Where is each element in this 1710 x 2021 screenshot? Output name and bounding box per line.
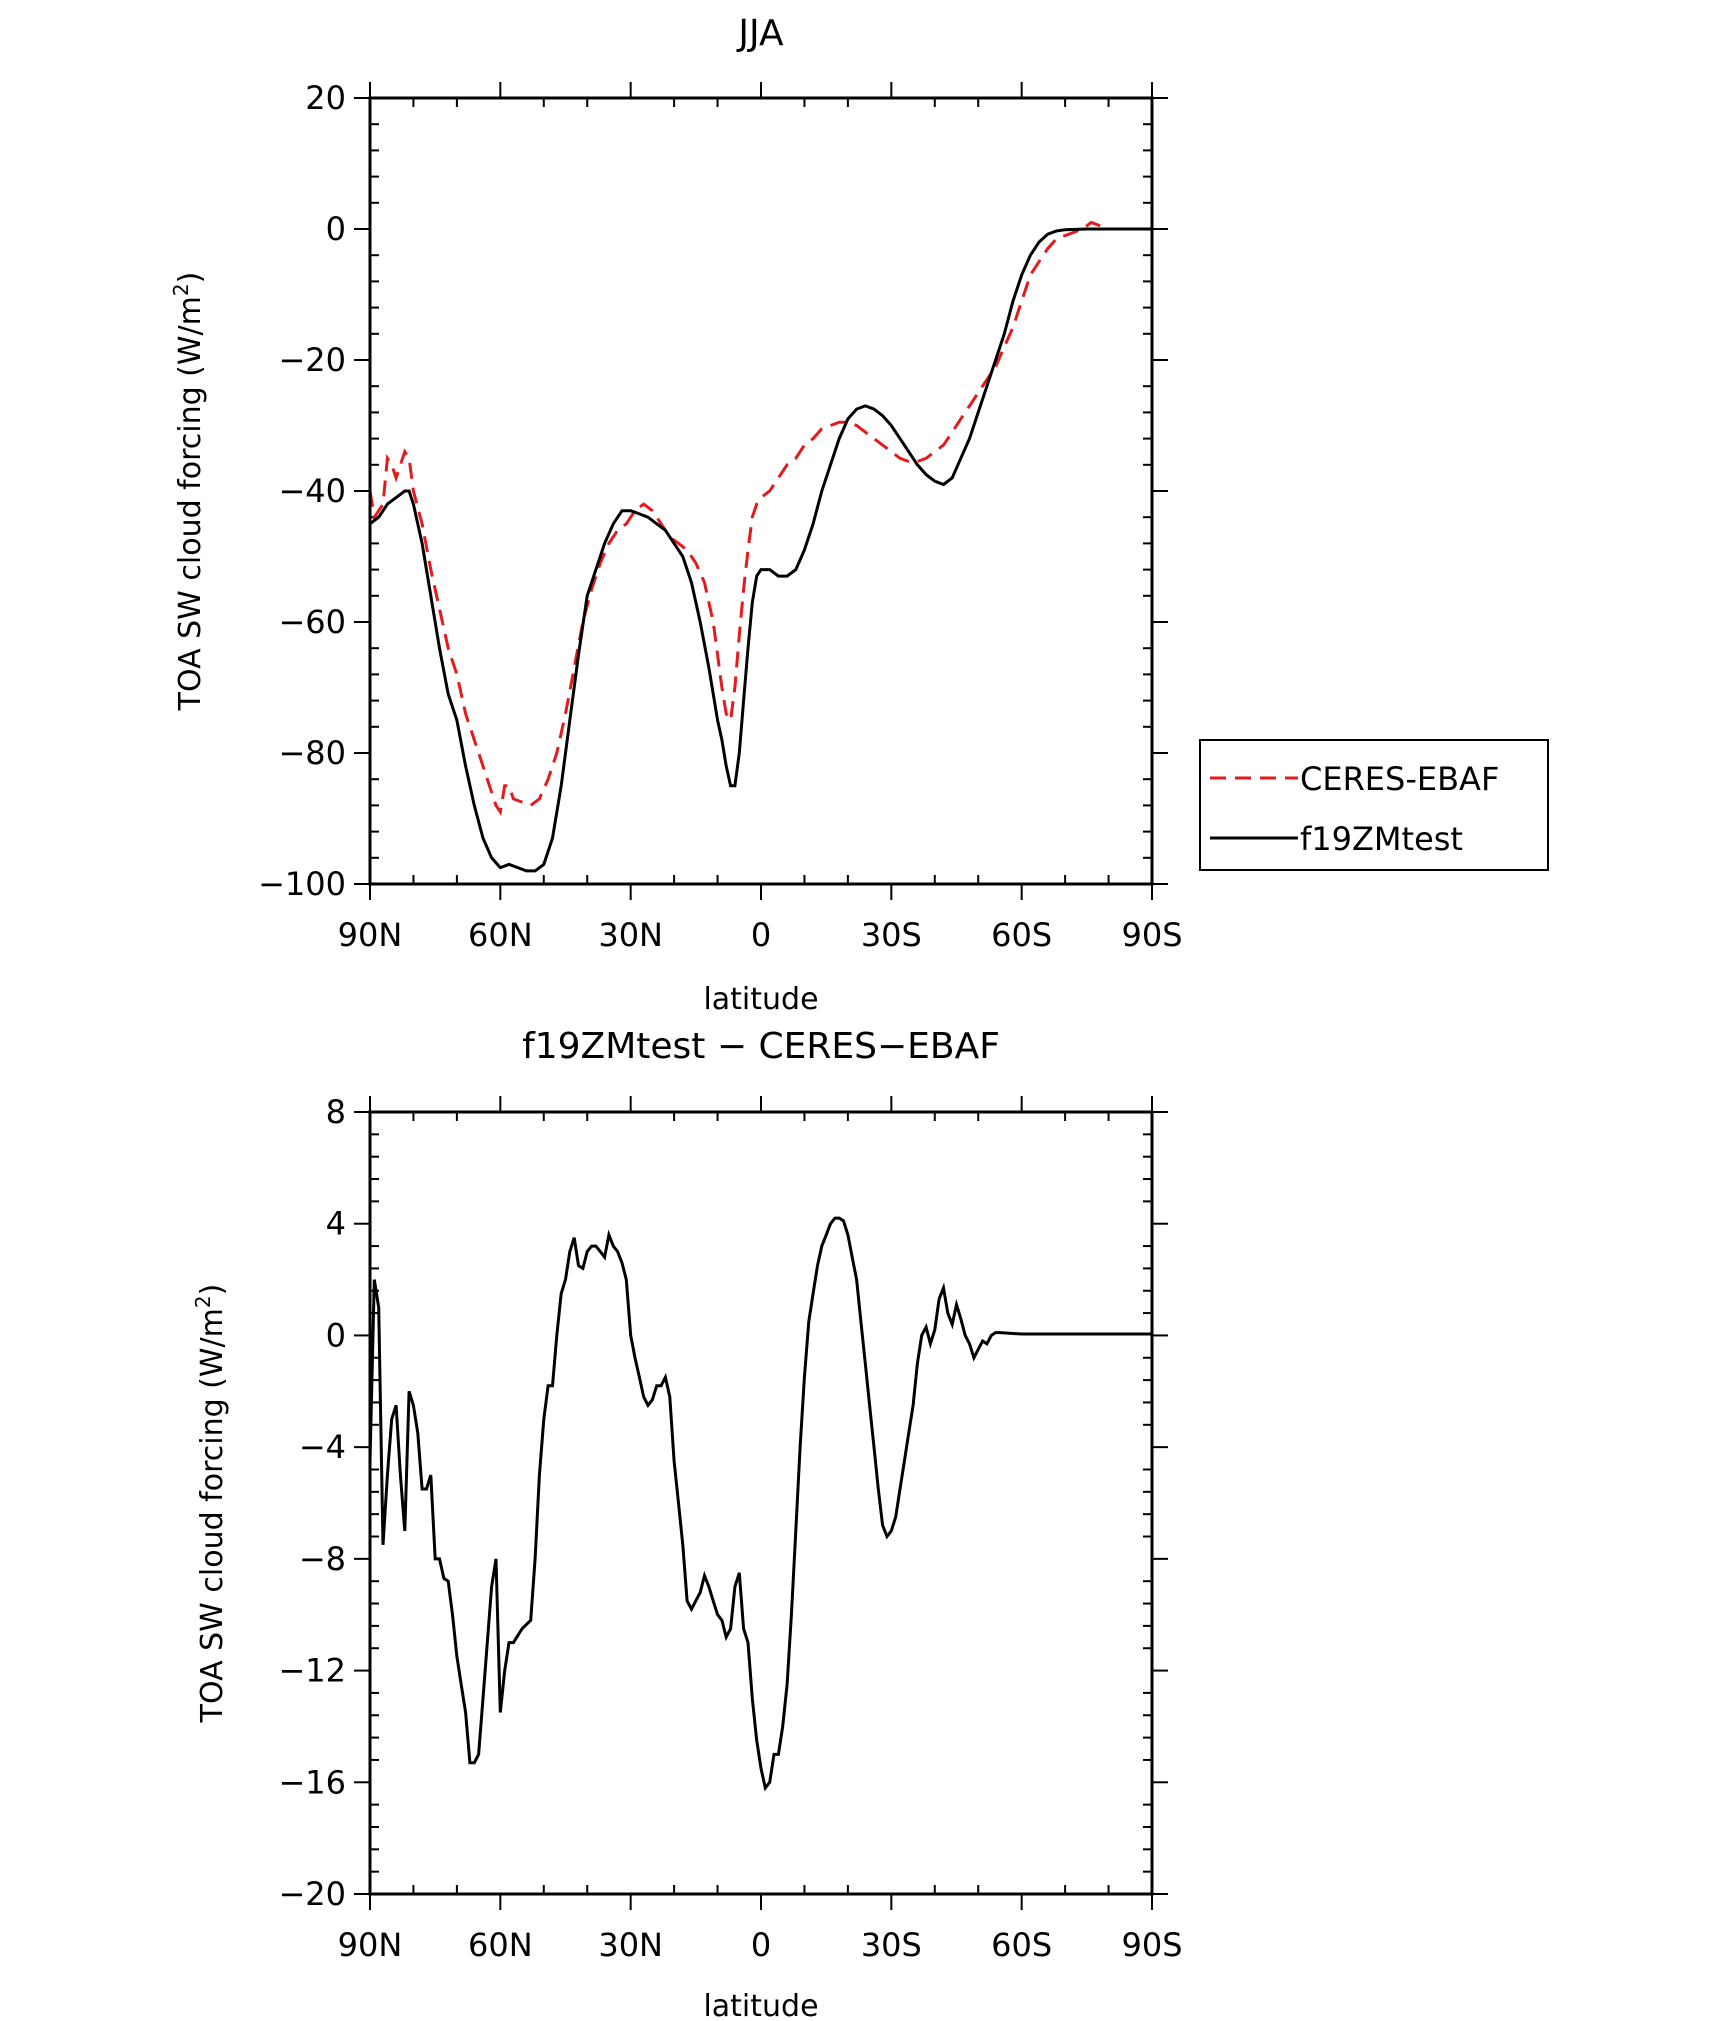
y-tick-label: −12	[278, 1652, 346, 1690]
top-chart-title: JJA	[736, 13, 784, 54]
bottom-chart-title: f19ZMtest − CERES−EBAF	[522, 1026, 1000, 1067]
top-x-tick-labels: 90N 60N 30N 0 30S 60S 90S	[338, 916, 1183, 954]
bottom-y-axis-label-superscript: 2	[191, 1295, 215, 1308]
y-tick-label: −40	[278, 472, 346, 510]
bottom-plot-frame	[368, 1110, 1154, 1896]
bottom-panel: f19ZMtest − CERES−EBAF 90N 60N 30N 0 30S 60S 9…	[191, 1026, 1183, 2021]
top-x-axis-label: latitude	[703, 982, 818, 1017]
y-tick-label: 0	[326, 1316, 346, 1354]
y-tick-label: 8	[326, 1093, 346, 1131]
y-tick-label: 4	[326, 1205, 346, 1243]
bottom-y-tick-labels: 8 4 0 −4 −8 −12 −16 −20	[278, 1093, 346, 1913]
bottom-x-axis-label: latitude	[703, 1989, 818, 2021]
y-tick-label: −80	[278, 734, 346, 772]
legend-label-f19zmtest: f19ZMtest	[1300, 820, 1463, 858]
x-tick-label: 60S	[991, 1926, 1052, 1964]
y-tick-label: −4	[299, 1428, 346, 1466]
y-tick-label: −20	[278, 341, 346, 379]
x-tick-label: 60S	[991, 916, 1052, 954]
top-y-axis-label-text: TOA SW cloud forcing (W/m	[173, 296, 208, 711]
x-tick-label: 90N	[338, 916, 403, 954]
bottom-series-difference-line	[368, 1216, 1152, 1792]
x-tick-label: 60N	[468, 1926, 533, 1964]
x-tick-label: 30N	[598, 1926, 663, 1964]
x-tick-label: 90S	[1121, 1926, 1182, 1964]
legend-box	[1199, 739, 1549, 871]
x-tick-label: 90S	[1121, 916, 1182, 954]
top-plot-frame	[368, 96, 1154, 886]
top-y-axis-label: TOA SW cloud forcing (W/m2)	[169, 272, 208, 712]
top-y-axis-label-superscript: 2	[169, 283, 193, 296]
y-tick-label: 20	[305, 79, 346, 117]
top-series-ceres-ebaf-line	[368, 220, 1152, 817]
x-tick-label: 0	[751, 1926, 771, 1964]
top-gridless-ticks	[354, 82, 1168, 900]
legend-label-ceres-ebaf: CERES-EBAF	[1300, 760, 1499, 798]
bottom-y-axis-label-close: )	[195, 1284, 230, 1296]
x-tick-label: 30N	[598, 916, 663, 954]
y-tick-label: −20	[278, 1875, 346, 1913]
x-tick-label: 30S	[861, 1926, 922, 1964]
bottom-ticks	[354, 1096, 1168, 1910]
y-tick-label: −100	[258, 865, 346, 903]
legend: CERES-EBAF f19ZMtest	[1199, 739, 1549, 871]
y-tick-label: −16	[278, 1763, 346, 1801]
x-tick-label: 0	[751, 916, 771, 954]
top-y-tick-labels: 20 0 −20 −40 −60 −80 −100	[258, 79, 346, 903]
top-series-f19zmtest-line	[369, 227, 1152, 873]
x-tick-label: 30S	[861, 916, 922, 954]
bottom-y-axis-label-text: TOA SW cloud forcing (W/m	[195, 1308, 230, 1723]
x-tick-label: 60N	[468, 916, 533, 954]
y-tick-label: 0	[326, 210, 346, 248]
bottom-x-tick-labels: 90N 60N 30N 0 30S 60S 90S	[338, 1926, 1183, 1964]
x-tick-label: 90N	[338, 1926, 403, 1964]
y-tick-label: −60	[278, 603, 346, 641]
bottom-y-axis-label: TOA SW cloud forcing (W/m2)	[191, 1284, 230, 1724]
y-tick-label: −8	[299, 1540, 346, 1578]
top-panel: JJA 90N 60N 30N 0 30S 60S 90S 20 0 −20 −40 −60 −80 −…	[169, 13, 1549, 1017]
top-y-axis-label-close: )	[173, 272, 208, 284]
